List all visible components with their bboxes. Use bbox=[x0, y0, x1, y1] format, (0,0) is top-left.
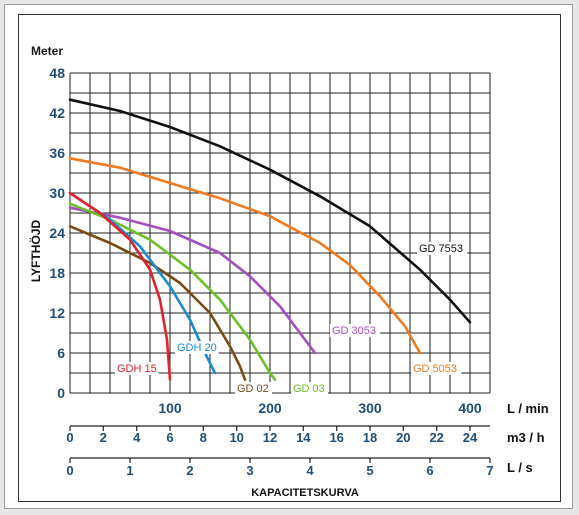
y-tick-label: 0 bbox=[57, 385, 65, 401]
y-tick-label: 42 bbox=[49, 105, 65, 121]
y-tick-label: 12 bbox=[49, 305, 65, 321]
series-label: GD 7553 bbox=[419, 243, 463, 255]
series-label-bg bbox=[291, 382, 328, 395]
x-tick-label: 2 bbox=[186, 463, 193, 478]
series-line-gd-7553 bbox=[68, 98, 472, 324]
x-tick-label: 22 bbox=[429, 430, 443, 445]
x-tick-label: 400 bbox=[458, 400, 482, 416]
y-tick-label: 24 bbox=[49, 225, 65, 241]
series-label-bg bbox=[115, 362, 159, 375]
x-tick-label: 3 bbox=[246, 463, 253, 478]
x-tick-label: 0 bbox=[66, 430, 73, 445]
x-tick-label: 6 bbox=[426, 463, 433, 478]
series-label: GD 02 bbox=[237, 383, 269, 395]
series-line-gdh-15 bbox=[68, 191, 172, 381]
series-label: GDH 15 bbox=[117, 363, 157, 375]
x-axis-unit-label: m3 / h bbox=[507, 430, 545, 445]
y-tick-label: 30 bbox=[49, 185, 65, 201]
x-tick-label: 4 bbox=[133, 430, 141, 445]
x-tick-label: 300 bbox=[358, 400, 382, 416]
y-axis-title: LYFTHÖJD bbox=[28, 220, 43, 283]
pump-curve-chart: GD 7553 GD 5053 GD 3053 GD 03 GD 02 GDH 20 GDH… bbox=[28, 44, 549, 499]
x-tick-label: 200 bbox=[258, 400, 282, 416]
x-tick-label: 6 bbox=[166, 430, 173, 445]
x-tick-label: 2 bbox=[100, 430, 107, 445]
chart-panel: GD 7553 GD 5053 GD 3053 GD 03 GD 02 GDH 20 GDH… bbox=[18, 14, 561, 502]
series-label: GD 03 bbox=[293, 383, 325, 395]
series-label-bg bbox=[330, 324, 381, 337]
series-line-gd-5053 bbox=[68, 157, 422, 355]
series-label: GD 5053 bbox=[413, 363, 457, 375]
series-line-gd-03 bbox=[68, 202, 277, 381]
x-axis-title: KAPACITETSKURVA bbox=[251, 487, 359, 499]
x-tick-label: 12 bbox=[263, 430, 277, 445]
series-line-gd-02 bbox=[68, 225, 247, 381]
x-axis-unit-label: L / min bbox=[507, 401, 549, 416]
x-tick-label: 8 bbox=[200, 430, 207, 445]
x-tick-label: 7 bbox=[486, 463, 493, 478]
x-tick-label: 10 bbox=[229, 430, 243, 445]
y-unit-label: Meter bbox=[31, 44, 63, 58]
y-tick-label: 6 bbox=[57, 345, 65, 361]
series-layer: GD 7553 GD 5053 GD 3053 GD 03 GD 02 GDH 20 GDH… bbox=[68, 98, 472, 395]
x-tick-label: 14 bbox=[296, 430, 311, 445]
x-tick-label: 20 bbox=[396, 430, 410, 445]
series-label: GD 3053 bbox=[332, 325, 376, 337]
series-label-bg bbox=[411, 362, 462, 375]
series-label: GDH 20 bbox=[177, 342, 217, 354]
grid bbox=[69, 72, 491, 394]
x-tick-label: 18 bbox=[363, 430, 377, 445]
x-tick-label: 16 bbox=[329, 430, 343, 445]
x-axis-unit-label: L / s bbox=[507, 460, 533, 475]
y-tick-label: 36 bbox=[49, 145, 65, 161]
x-tick-label: 5 bbox=[366, 463, 373, 478]
x-tick-label: 24 bbox=[463, 430, 478, 445]
series-label-bg bbox=[235, 382, 272, 395]
y-tick-label: 48 bbox=[49, 65, 65, 81]
x-tick-label: 1 bbox=[126, 463, 133, 478]
chart-frame: GD 7553 GD 5053 GD 3053 GD 03 GD 02 GDH 20 GDH… bbox=[4, 4, 573, 509]
x-tick-label: 0 bbox=[66, 463, 73, 478]
x-tick-label: 4 bbox=[306, 463, 314, 478]
series-label-bg bbox=[175, 341, 219, 354]
series-line-gd-3053 bbox=[68, 206, 317, 355]
y-tick-label: 18 bbox=[49, 265, 65, 281]
series-label-bg bbox=[417, 242, 468, 255]
x-tick-label: 100 bbox=[158, 400, 182, 416]
